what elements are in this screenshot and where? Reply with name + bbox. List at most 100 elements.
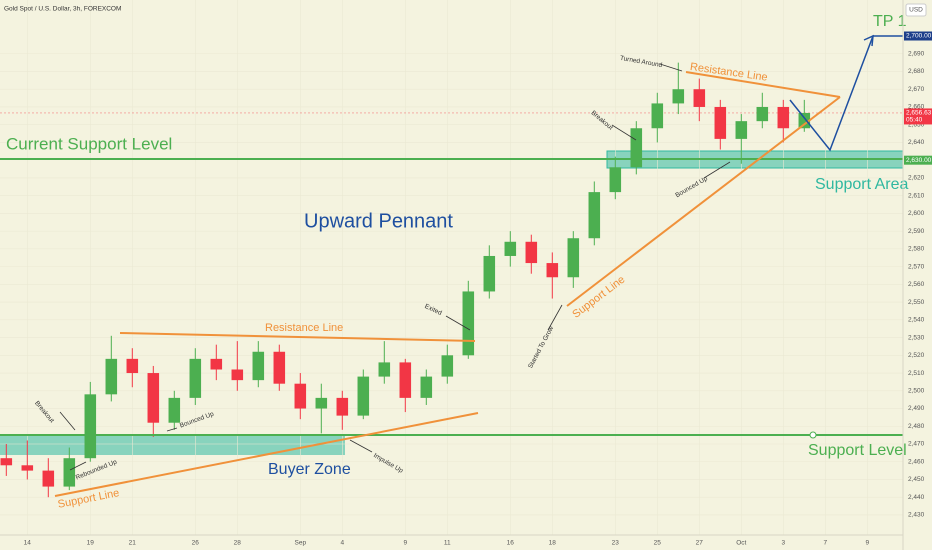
candle-body (714, 106, 727, 139)
y-tick-label: 2,590 (908, 228, 925, 235)
candle-body (231, 369, 244, 381)
y-tick-label: 2,520 (908, 352, 925, 359)
y-tick-label: 2,680 (908, 68, 925, 75)
y-tick-label: 2,570 (908, 263, 925, 270)
y-tick-label: 2,540 (908, 317, 925, 324)
candle-body (0, 458, 13, 466)
candle-body (378, 362, 391, 377)
x-tick-label: Oct (736, 540, 746, 547)
y-tick-label: 2,450 (908, 476, 925, 483)
y-tick-label: 2,460 (908, 458, 925, 465)
y-tick-label: 2,490 (908, 405, 925, 412)
candle-body (42, 470, 55, 487)
annotation: TP 1 (873, 13, 907, 30)
candle-body (567, 238, 580, 278)
currency-box (905, 3, 927, 17)
candle-body (798, 112, 811, 129)
symbol-title: Gold Spot / U.S. Dollar, 3h, FOREXCOM (4, 6, 121, 13)
x-tick-label: 19 (87, 540, 95, 547)
annotation: Support Level (808, 442, 907, 459)
y-tick-label: 2,510 (908, 370, 925, 377)
y-tick-label: 2,560 (908, 281, 925, 288)
x-tick-label: Sep (295, 540, 307, 547)
candle-body (420, 376, 433, 398)
candle-body (21, 465, 34, 471)
y-tick-label: 2,500 (908, 388, 925, 395)
candle-body (399, 362, 412, 398)
x-tick-label: 23 (612, 540, 620, 547)
price-tag-label: 2,630.00 (906, 157, 932, 164)
price-tag (904, 108, 932, 125)
x-tick-label: 21 (129, 540, 137, 547)
projection-path (789, 35, 903, 152)
y-tick-label: 2,550 (908, 299, 925, 306)
x-tick-label: 7 (823, 540, 827, 547)
candle-body (315, 397, 328, 409)
candle-body (168, 397, 181, 423)
buyer-zone (0, 434, 345, 455)
x-tick-label: 26 (192, 540, 200, 547)
candle-body (210, 358, 223, 370)
x-tick-label: 11 (444, 540, 451, 547)
x-tick-label: 16 (507, 540, 515, 547)
x-tick-label: 18 (549, 540, 557, 547)
annotation: Support Area (815, 176, 909, 193)
candle-body (693, 89, 706, 107)
pointer-arrows (59, 63, 731, 471)
annotation: Current Support Level (6, 134, 172, 153)
x-tick-label: 4 (340, 540, 344, 547)
x-tick-label: 25 (654, 540, 662, 547)
price-tag-label: 2,656.63 (906, 110, 932, 117)
candle-body (756, 106, 769, 122)
y-tick-label: 2,650 (908, 121, 925, 128)
candle-body (504, 241, 517, 256)
axes: 2,430 2,440 2,450 2,460 2,470 2,480 2,490 2,500… (24, 31, 932, 547)
y-tick-label: 2,660 (908, 104, 925, 111)
candle-body (357, 376, 370, 416)
annotation: Buyer Zone (268, 461, 351, 478)
price-tag-countdown: 05:40 (906, 117, 923, 124)
x-tick-label: 28 (234, 540, 242, 547)
projection-arrow (863, 34, 874, 47)
candle-body (777, 106, 790, 129)
currency: USD (909, 7, 923, 14)
candle-body (126, 358, 139, 374)
support-line (54, 412, 479, 497)
y-tick-label: 2,470 (908, 441, 925, 448)
candle-body (84, 394, 97, 459)
x-tick-label: 9 (403, 540, 407, 547)
candle-body (147, 373, 160, 423)
resistance-line (685, 71, 841, 98)
candle-body (273, 351, 286, 384)
y-tick-label: 2,610 (908, 192, 925, 199)
candle-body (630, 128, 643, 168)
candles (0, 62, 811, 498)
candle-body (252, 351, 265, 381)
candle-body (441, 355, 454, 377)
candle-body (735, 121, 748, 139)
y-tick-label: 2,430 (908, 512, 925, 519)
candle-body (462, 291, 475, 356)
y-tick-label: 2,530 (908, 334, 925, 341)
resistance-line (119, 332, 476, 342)
support-level-handle (809, 431, 817, 439)
candle-body (651, 103, 664, 129)
price-tag-label: 2,700.00 (906, 33, 932, 40)
candle-body (546, 263, 559, 278)
x-tick-label: 14 (24, 540, 32, 547)
candle-body (189, 358, 202, 398)
annotation: Resistance Line (265, 322, 343, 334)
annotation: Upward Pennant (304, 210, 453, 232)
price-tag (904, 155, 932, 165)
support-line (566, 96, 841, 307)
y-tick-label: 2,620 (908, 175, 925, 182)
price-tag (904, 31, 932, 41)
candle-body (609, 167, 622, 193)
candle-body (294, 383, 307, 409)
x-tick-label: 27 (696, 540, 704, 547)
y-tick-label: 2,670 (908, 86, 925, 93)
candle-body (483, 255, 496, 292)
y-tick-label: 2,580 (908, 246, 925, 253)
candle-body (672, 89, 685, 104)
